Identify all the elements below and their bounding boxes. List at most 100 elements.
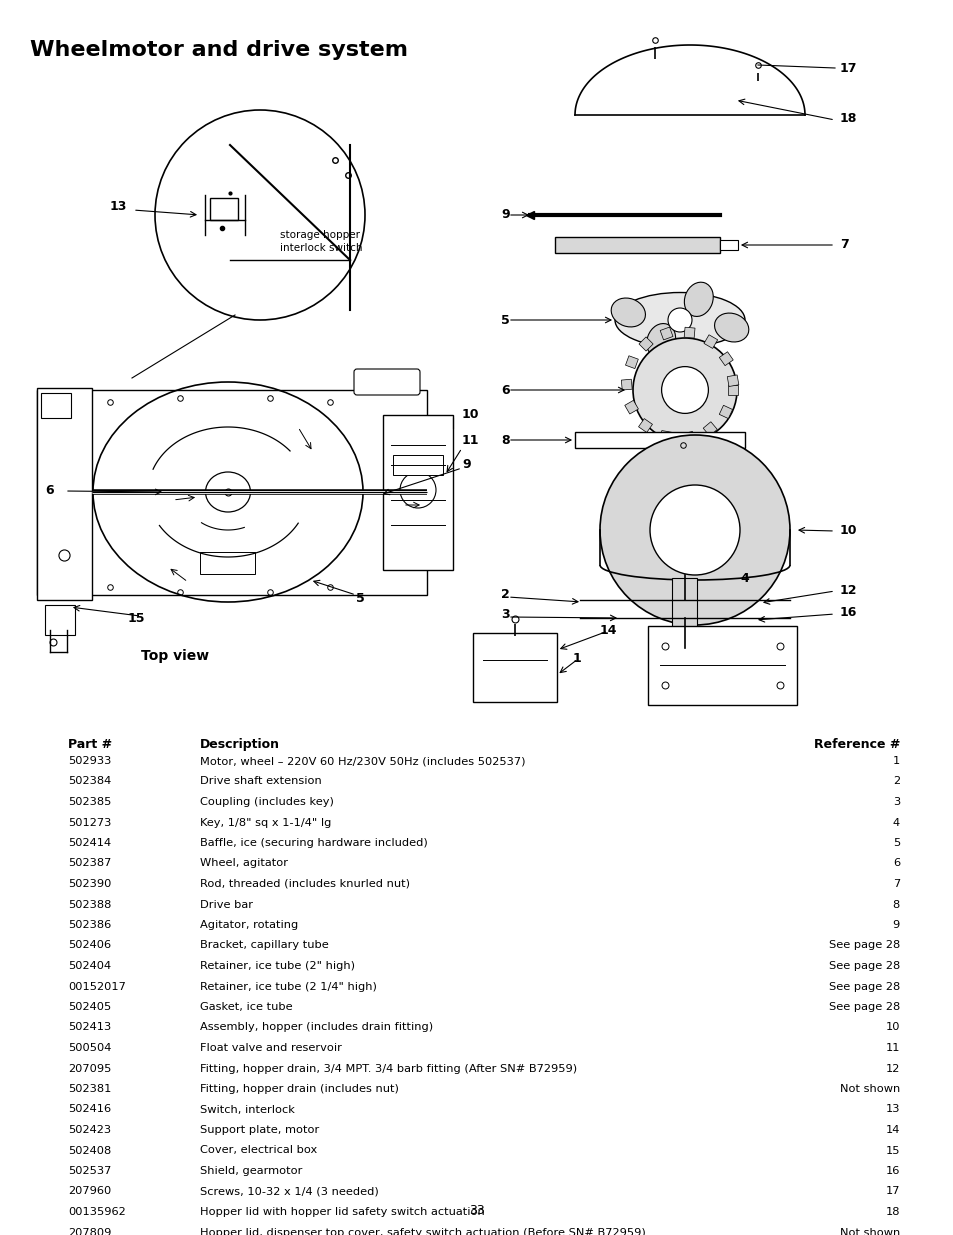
Text: 15: 15 [884,1146,899,1156]
Text: Not shown: Not shown [839,1084,899,1094]
Text: 502404: 502404 [68,961,111,971]
Text: 207095: 207095 [68,1063,112,1073]
Bar [37,388,91,600]
Text: 7: 7 [840,237,848,251]
Text: 502414: 502414 [68,839,111,848]
Bar [720,240,738,249]
Text: 16: 16 [840,605,857,619]
Text: 10: 10 [840,524,857,536]
Ellipse shape [646,324,675,358]
Ellipse shape [683,283,713,316]
Text: 502537: 502537 [68,1166,112,1176]
Text: 502423: 502423 [68,1125,111,1135]
Text: 8: 8 [892,899,899,909]
Text: 502406: 502406 [68,941,111,951]
Text: Fitting, hopper drain (includes nut): Fitting, hopper drain (includes nut) [200,1084,398,1094]
Text: Baffle, ice (securing hardware included): Baffle, ice (securing hardware included) [200,839,427,848]
Text: 15: 15 [128,611,146,625]
Text: Agitator, rotating: Agitator, rotating [200,920,298,930]
Bar [659,327,672,340]
Text: 16: 16 [884,1166,899,1176]
Bar [382,415,453,571]
Text: 4: 4 [740,572,748,584]
Text: 502933: 502933 [68,756,112,766]
Bar [37,390,427,595]
Text: Bracket, capillary tube: Bracket, capillary tube [200,941,329,951]
Text: 4: 4 [892,818,899,827]
Bar [683,327,695,338]
FancyBboxPatch shape [647,626,796,705]
Text: 00152017: 00152017 [68,982,126,992]
Bar [638,419,652,432]
Text: Retainer, ice tube (2 1/4" high): Retainer, ice tube (2 1/4" high) [200,982,376,992]
Circle shape [599,435,789,625]
Text: 13: 13 [110,200,128,214]
Text: Retainer, ice tube (2" high): Retainer, ice tube (2" high) [200,961,355,971]
Text: 10: 10 [884,1023,899,1032]
Text: 18: 18 [884,1207,899,1216]
FancyBboxPatch shape [473,634,557,701]
Text: Reference #: Reference # [813,739,899,751]
Text: 7: 7 [892,879,899,889]
Text: 6: 6 [45,483,53,496]
Text: Wheel, agitator: Wheel, agitator [200,858,288,868]
Text: 6: 6 [892,858,899,868]
Text: Top view: Top view [141,650,209,663]
Text: Hopper lid, dispenser top cover, safety switch actuation (Before SN# B72959): Hopper lid, dispenser top cover, safety … [200,1228,645,1235]
Text: Drive bar: Drive bar [200,899,253,909]
Text: 6: 6 [501,384,510,396]
Text: Key, 1/8" sq x 1-1/4" lg: Key, 1/8" sq x 1-1/4" lg [200,818,331,827]
Text: 1: 1 [573,652,581,664]
Text: 11: 11 [884,1044,899,1053]
Text: 33: 33 [469,1204,484,1216]
Text: 13: 13 [884,1104,899,1114]
Bar [671,578,697,636]
Text: 14: 14 [884,1125,899,1135]
Text: 502384: 502384 [68,777,112,787]
Text: 501273: 501273 [68,818,112,827]
Text: Hopper lid with hopper lid safety switch actuation: Hopper lid with hopper lid safety switch… [200,1207,484,1216]
FancyBboxPatch shape [354,369,419,395]
Bar [200,552,254,574]
Bar [575,432,744,448]
Text: Motor, wheel – 220V 60 Hz/230V 50Hz (includes 502537): Motor, wheel – 220V 60 Hz/230V 50Hz (inc… [200,756,525,766]
Ellipse shape [611,298,645,327]
Text: 502387: 502387 [68,858,112,868]
Text: 9: 9 [501,209,510,221]
Bar [702,422,717,436]
Text: See page 28: See page 28 [828,1002,899,1011]
Bar [719,405,732,419]
Text: Not shown: Not shown [839,1228,899,1235]
Text: Wheelmotor and drive system: Wheelmotor and drive system [30,40,408,61]
Text: 502386: 502386 [68,920,112,930]
Text: 17: 17 [884,1187,899,1197]
Text: storage hopper
interlock switch: storage hopper interlock switch [280,230,362,253]
Text: Shield, gearmotor: Shield, gearmotor [200,1166,302,1176]
Text: 502408: 502408 [68,1146,112,1156]
Text: 10: 10 [461,409,479,421]
Bar [210,198,237,220]
Text: 2: 2 [500,589,510,601]
Text: See page 28: See page 28 [828,941,899,951]
Text: Switch, interlock: Switch, interlock [200,1104,294,1114]
Ellipse shape [615,293,744,347]
Text: Gasket, ice tube: Gasket, ice tube [200,1002,293,1011]
Circle shape [649,485,740,576]
Text: Coupling (includes key): Coupling (includes key) [200,797,334,806]
Text: 502385: 502385 [68,797,112,806]
Bar [624,400,638,414]
Text: 9: 9 [461,458,470,472]
Bar [45,605,75,635]
Text: See page 28: See page 28 [828,982,899,992]
Bar [555,237,720,253]
Text: 500504: 500504 [68,1044,112,1053]
Text: Cover, electrical box: Cover, electrical box [200,1146,317,1156]
Bar [726,375,738,387]
Text: Assembly, hopper (includes drain fitting): Assembly, hopper (includes drain fitting… [200,1023,433,1032]
Text: 5: 5 [500,314,510,326]
Bar [727,385,738,395]
Bar [682,431,695,443]
Bar [393,454,442,475]
Text: 9: 9 [892,920,899,930]
Text: 502405: 502405 [68,1002,112,1011]
